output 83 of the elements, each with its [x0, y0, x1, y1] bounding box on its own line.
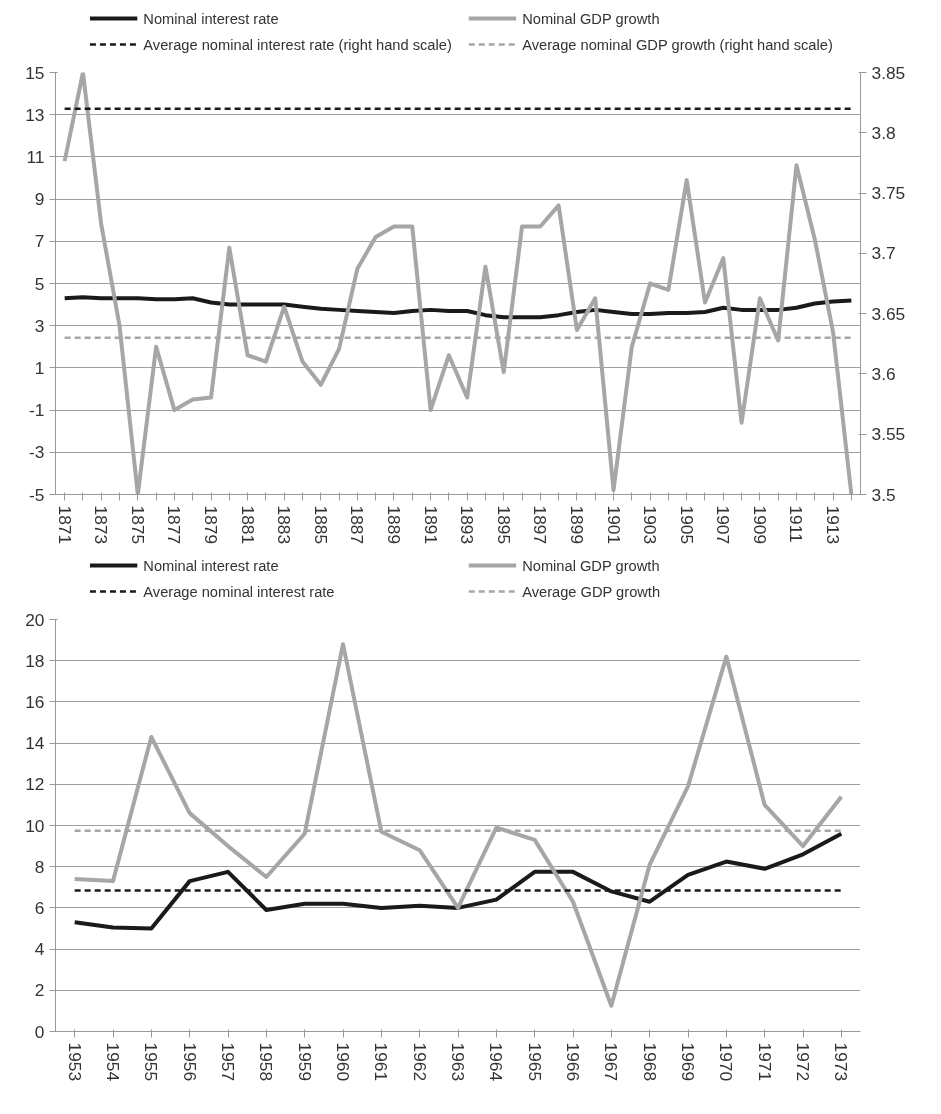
y-tick-label: 3: [34, 315, 45, 336]
x-tick-label: 1881: [237, 505, 258, 545]
x-tick-label: 1909: [749, 505, 770, 545]
x-tick-label: 1967: [601, 1042, 622, 1082]
x-tick-label: 1970: [716, 1042, 737, 1082]
y2-tick-label: 3.55: [871, 424, 906, 445]
x-tick-label: 1971: [754, 1042, 775, 1082]
legend-label: Nominal GDP growth: [522, 557, 660, 574]
x-tick-label: 1871: [54, 505, 75, 545]
x-tick-label: 1959: [294, 1042, 315, 1082]
x-tick-label: 1889: [383, 505, 404, 545]
x-tick-label: 1901: [603, 505, 624, 545]
legend-label: Nominal interest rate: [143, 557, 279, 574]
x-tick-label: 1893: [457, 505, 478, 545]
legend-label: Average nominal interest rate: [143, 583, 335, 600]
y-tick-label: 15: [25, 62, 45, 83]
x-tick-label: 1911: [786, 505, 807, 543]
y-tick-label: 9: [34, 189, 45, 210]
y2-tick-label: 3.75: [871, 183, 906, 204]
x-tick-label: 1885: [310, 505, 331, 545]
y2-tick-label: 3.8: [871, 122, 896, 143]
y-tick-label: 7: [34, 231, 45, 252]
x-tick-label: 1955: [141, 1042, 162, 1082]
x-tick-label: 1877: [164, 505, 185, 545]
x-tick-label: 1968: [639, 1042, 660, 1082]
y-tick-label: -5: [29, 484, 45, 505]
y-tick-label: 6: [34, 897, 45, 918]
x-tick-label: 1873: [91, 505, 112, 545]
x-tick-label: 1966: [563, 1042, 583, 1082]
x-tick-label: 1969: [678, 1042, 698, 1082]
x-tick-label: 1972: [793, 1042, 813, 1082]
y-tick-label: 0: [34, 1021, 45, 1042]
y-tick-label: -1: [29, 400, 45, 421]
y2-tick-label: 3.7: [871, 243, 896, 264]
y2-tick-label: 3.6: [871, 363, 896, 384]
x-tick-label: 1899: [566, 505, 587, 545]
y-tick-label: -3: [29, 442, 45, 463]
y2-tick-label: 3.5: [871, 484, 896, 505]
y-tick-label: 18: [25, 650, 45, 671]
y-tick-label: 14: [25, 733, 45, 754]
x-tick-label: 1957: [218, 1042, 238, 1082]
x-tick-label: 1953: [64, 1042, 85, 1082]
y2-tick-label: 3.65: [871, 303, 906, 324]
y-tick-label: 8: [34, 856, 45, 877]
x-tick-label: 1875: [127, 505, 148, 545]
x-tick-label: 1963: [448, 1042, 468, 1082]
y-tick-label: 11: [26, 146, 45, 167]
y-tick-label: 13: [25, 104, 45, 125]
x-tick-label: 1962: [409, 1042, 430, 1082]
legend-label: Average nominal interest rate (right hand scale): [143, 36, 452, 53]
x-tick-label: 1965: [524, 1042, 545, 1082]
x-tick-label: 1883: [274, 505, 295, 545]
x-tick-label: 1973: [831, 1042, 852, 1082]
legend-label: Nominal GDP growth: [522, 10, 660, 27]
y-tick-label: 20: [25, 609, 45, 630]
x-tick-label: 1879: [201, 505, 222, 545]
y-tick-label: 5: [34, 273, 45, 294]
x-tick-label: 1895: [493, 505, 514, 545]
x-tick-label: 1960: [333, 1042, 353, 1082]
x-tick-label: 1913: [823, 505, 844, 545]
y-tick-label: 10: [25, 815, 45, 836]
x-tick-label: 1958: [256, 1042, 277, 1082]
line-series: [72, 831, 844, 931]
y-tick-label: 4: [34, 939, 45, 960]
x-tick-label: 1903: [640, 505, 661, 545]
x-tick-label: 1891: [420, 505, 441, 545]
y-tick-label: 2: [34, 980, 45, 1001]
y2-tick-label: 3.85: [871, 62, 906, 83]
x-tick-label: 1907: [713, 505, 734, 545]
x-tick-label: 1897: [530, 505, 551, 545]
y-tick-label: 1: [34, 357, 45, 378]
y-tick-label: 16: [25, 691, 45, 712]
line-series: [62, 295, 854, 320]
x-tick-label: 1964: [486, 1042, 507, 1082]
x-tick-label: 1905: [676, 505, 697, 545]
legend-label: Average nominal GDP growth (right hand scale): [522, 36, 833, 53]
x-tick-label: 1956: [179, 1042, 200, 1082]
x-tick-label: 1954: [103, 1042, 123, 1082]
legend-label: Nominal interest rate: [143, 10, 279, 27]
y-tick-label: 12: [25, 774, 45, 795]
legend-label: Average GDP growth: [522, 583, 661, 600]
x-tick-label: 1961: [371, 1042, 392, 1082]
x-tick-label: 1887: [347, 505, 368, 545]
